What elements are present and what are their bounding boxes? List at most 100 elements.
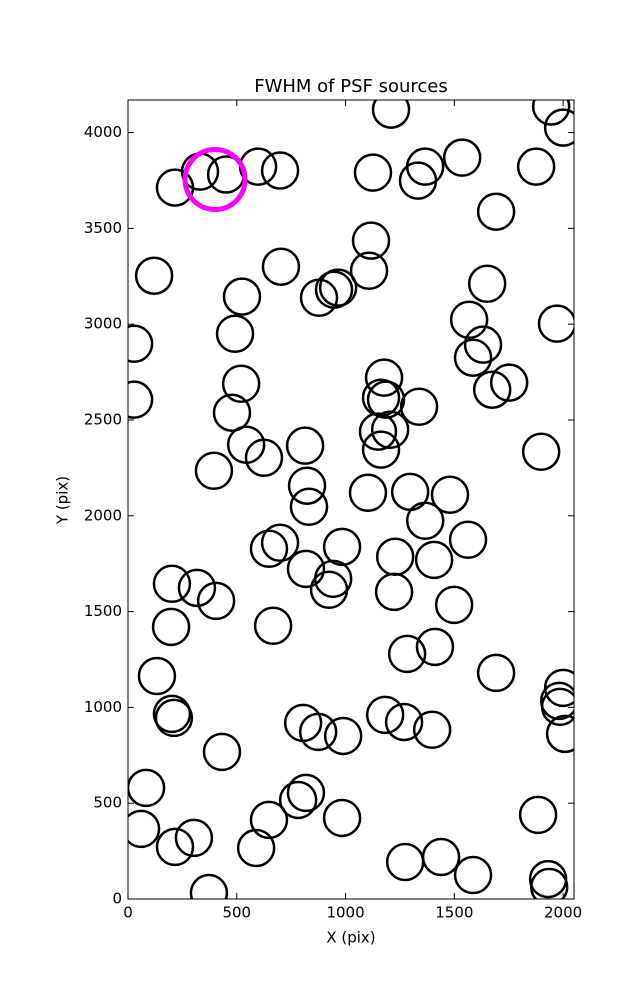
x-tick-label: 500 bbox=[222, 904, 251, 922]
marker bbox=[385, 842, 425, 882]
marker bbox=[289, 487, 329, 527]
marker bbox=[253, 606, 293, 646]
marker bbox=[152, 564, 192, 604]
marker bbox=[128, 324, 154, 363]
marker bbox=[134, 256, 174, 295]
marker bbox=[384, 702, 424, 742]
marker bbox=[249, 529, 289, 568]
marker bbox=[449, 300, 489, 340]
marker bbox=[222, 277, 262, 316]
marker bbox=[212, 393, 252, 432]
y-axis-label: Y (pix) bbox=[54, 476, 72, 525]
marker bbox=[365, 695, 405, 735]
marker bbox=[260, 523, 300, 563]
y-tick-label: 2500 bbox=[84, 410, 122, 428]
marker bbox=[348, 473, 388, 513]
marker bbox=[287, 466, 327, 505]
marker bbox=[174, 818, 214, 858]
x-tick-label: 2000 bbox=[544, 904, 582, 922]
marker bbox=[489, 363, 529, 402]
marker bbox=[322, 798, 362, 838]
marker bbox=[314, 270, 354, 309]
marker bbox=[358, 412, 398, 451]
marker bbox=[545, 714, 574, 754]
marker bbox=[476, 192, 516, 231]
highlight-marker bbox=[182, 147, 248, 213]
marker bbox=[374, 572, 414, 612]
marker bbox=[221, 364, 261, 404]
marker bbox=[151, 607, 191, 647]
marker bbox=[390, 472, 430, 512]
marker bbox=[371, 100, 411, 129]
marker bbox=[260, 151, 300, 190]
marker bbox=[177, 568, 217, 608]
marker bbox=[364, 358, 404, 397]
marker bbox=[366, 380, 406, 419]
marker bbox=[516, 147, 556, 186]
marker bbox=[543, 108, 574, 147]
marker bbox=[202, 732, 242, 772]
chart-title: FWHM of PSF sources bbox=[254, 76, 448, 97]
marker bbox=[430, 475, 470, 514]
marker bbox=[361, 430, 401, 469]
marker bbox=[414, 540, 454, 580]
marker bbox=[196, 581, 236, 621]
marker bbox=[405, 501, 445, 541]
marker bbox=[412, 710, 452, 750]
marker bbox=[244, 438, 284, 477]
marker bbox=[353, 153, 393, 192]
marker bbox=[531, 100, 571, 126]
x-axis-label: X (pix) bbox=[326, 929, 375, 947]
y-tick-label: 3000 bbox=[84, 315, 122, 333]
y-tick-label: 1000 bbox=[84, 698, 122, 716]
marker bbox=[370, 410, 410, 450]
marker bbox=[137, 656, 177, 696]
marker bbox=[521, 432, 561, 472]
y-tick-label: 1500 bbox=[84, 602, 122, 620]
marker bbox=[298, 712, 338, 752]
marker bbox=[349, 251, 389, 290]
marker bbox=[128, 380, 154, 419]
marker bbox=[128, 809, 161, 849]
marker bbox=[128, 768, 166, 808]
marker bbox=[261, 247, 301, 286]
marker bbox=[351, 221, 391, 260]
marker bbox=[249, 800, 289, 840]
marker bbox=[467, 264, 507, 304]
marker bbox=[322, 527, 362, 567]
marker bbox=[286, 549, 326, 589]
marker bbox=[375, 537, 415, 577]
marker bbox=[286, 773, 326, 813]
marker bbox=[476, 653, 516, 693]
marker bbox=[537, 304, 574, 343]
marker bbox=[529, 867, 569, 899]
marker bbox=[323, 716, 363, 756]
marker bbox=[518, 795, 558, 835]
marker bbox=[540, 687, 574, 727]
marker bbox=[318, 268, 358, 307]
marker bbox=[528, 859, 568, 899]
marker bbox=[387, 634, 427, 674]
marker bbox=[285, 426, 325, 465]
plot-area bbox=[128, 100, 574, 899]
marker bbox=[155, 827, 195, 867]
marker bbox=[398, 161, 438, 200]
marker bbox=[236, 828, 276, 868]
x-tick-label: 1500 bbox=[435, 904, 473, 922]
x-tick-label: 1000 bbox=[326, 904, 364, 922]
marker bbox=[453, 855, 493, 895]
marker bbox=[309, 570, 349, 609]
marker bbox=[405, 147, 445, 186]
marker bbox=[434, 585, 474, 625]
marker bbox=[463, 325, 503, 364]
marker bbox=[539, 681, 574, 721]
marker bbox=[442, 138, 482, 177]
marker bbox=[421, 837, 461, 877]
marker bbox=[189, 873, 229, 899]
y-tick-label: 4000 bbox=[84, 123, 122, 141]
marker bbox=[399, 387, 439, 427]
marker bbox=[278, 780, 318, 820]
y-tick-label: 0 bbox=[112, 890, 122, 908]
